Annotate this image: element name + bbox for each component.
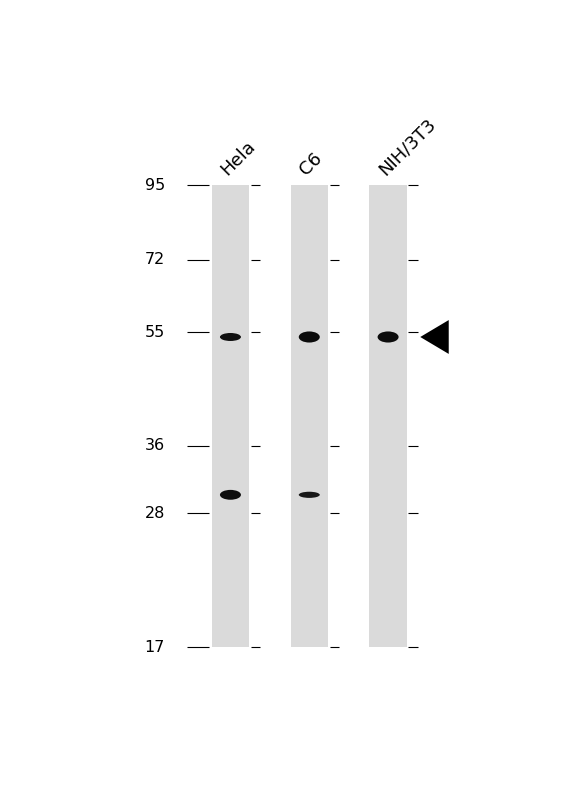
Ellipse shape bbox=[377, 331, 398, 342]
Ellipse shape bbox=[299, 331, 320, 342]
Text: 55: 55 bbox=[145, 325, 165, 339]
Text: 17: 17 bbox=[145, 640, 165, 655]
Polygon shape bbox=[420, 320, 449, 354]
Bar bbox=[370, 186, 407, 647]
Text: NIH/3T3: NIH/3T3 bbox=[375, 115, 440, 179]
Text: Hela: Hela bbox=[218, 138, 259, 179]
Text: C6: C6 bbox=[297, 150, 326, 179]
Bar bbox=[290, 186, 328, 647]
Text: 28: 28 bbox=[145, 506, 165, 521]
Ellipse shape bbox=[220, 490, 241, 500]
Text: 95: 95 bbox=[145, 178, 165, 193]
Text: 36: 36 bbox=[145, 438, 165, 454]
Ellipse shape bbox=[220, 333, 241, 341]
Bar bbox=[212, 186, 249, 647]
Text: 72: 72 bbox=[145, 252, 165, 267]
Ellipse shape bbox=[299, 492, 320, 498]
